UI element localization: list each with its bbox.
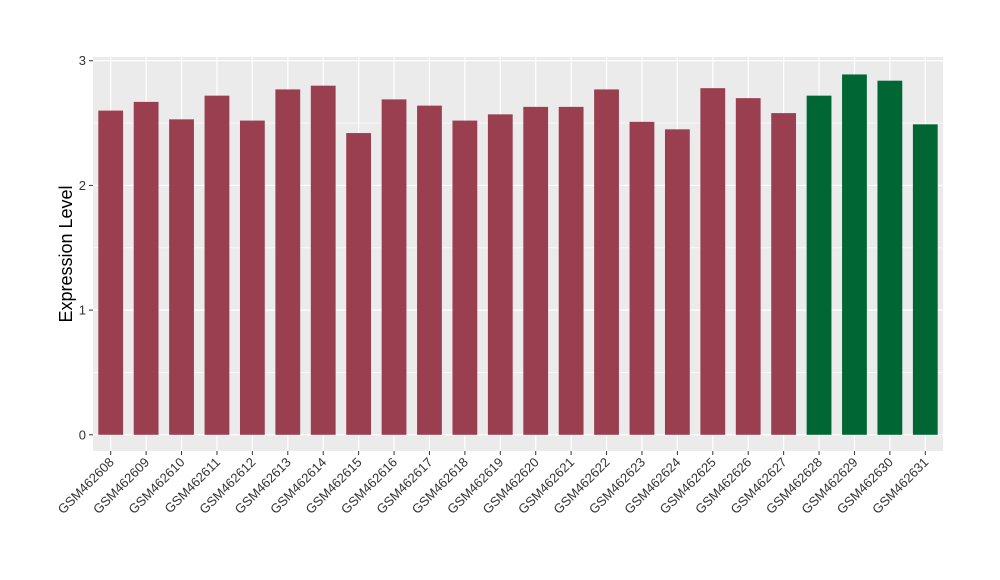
y-tick-label: 1 (79, 303, 86, 318)
y-axis: 0 1 2 3 (79, 53, 93, 442)
bar-GSM462625 (700, 88, 726, 435)
bar-GSM462620 (523, 106, 549, 435)
bar-GSM462630 (877, 80, 903, 435)
bar-GSM462627 (771, 113, 797, 435)
bar-GSM462631 (912, 124, 938, 435)
bar-GSM462615 (346, 133, 372, 435)
bar-GSM462622 (594, 89, 619, 435)
bar-GSM462617 (417, 105, 442, 435)
bar-GSM462618 (452, 120, 478, 435)
bar-GSM462614 (310, 85, 336, 435)
bar-GSM462610 (169, 119, 194, 435)
bar-GSM462624 (664, 129, 690, 435)
bar-GSM462621 (558, 106, 584, 435)
plot-panel (93, 57, 943, 451)
bar-GSM462611 (204, 95, 230, 435)
bar-GSM462613 (275, 89, 301, 435)
bars (98, 74, 938, 435)
y-tick-label: 2 (79, 178, 86, 193)
bar-GSM462609 (133, 101, 159, 435)
bar-GSM462612 (239, 120, 265, 435)
bar-GSM462619 (487, 114, 513, 435)
y-axis-title: Expression Level (56, 185, 76, 322)
bar-GSM462629 (842, 74, 867, 435)
bar-GSM462623 (629, 121, 655, 435)
y-tick-label: 3 (79, 53, 86, 68)
bar-GSM462626 (735, 98, 761, 435)
bar-GSM462628 (806, 95, 832, 435)
y-tick-label: 0 (79, 427, 86, 442)
bar-GSM462608 (98, 110, 124, 435)
x-axis: GSM462608GSM462609GSM462610GSM462611GSM4… (55, 451, 931, 517)
bar-GSM462616 (381, 99, 407, 435)
